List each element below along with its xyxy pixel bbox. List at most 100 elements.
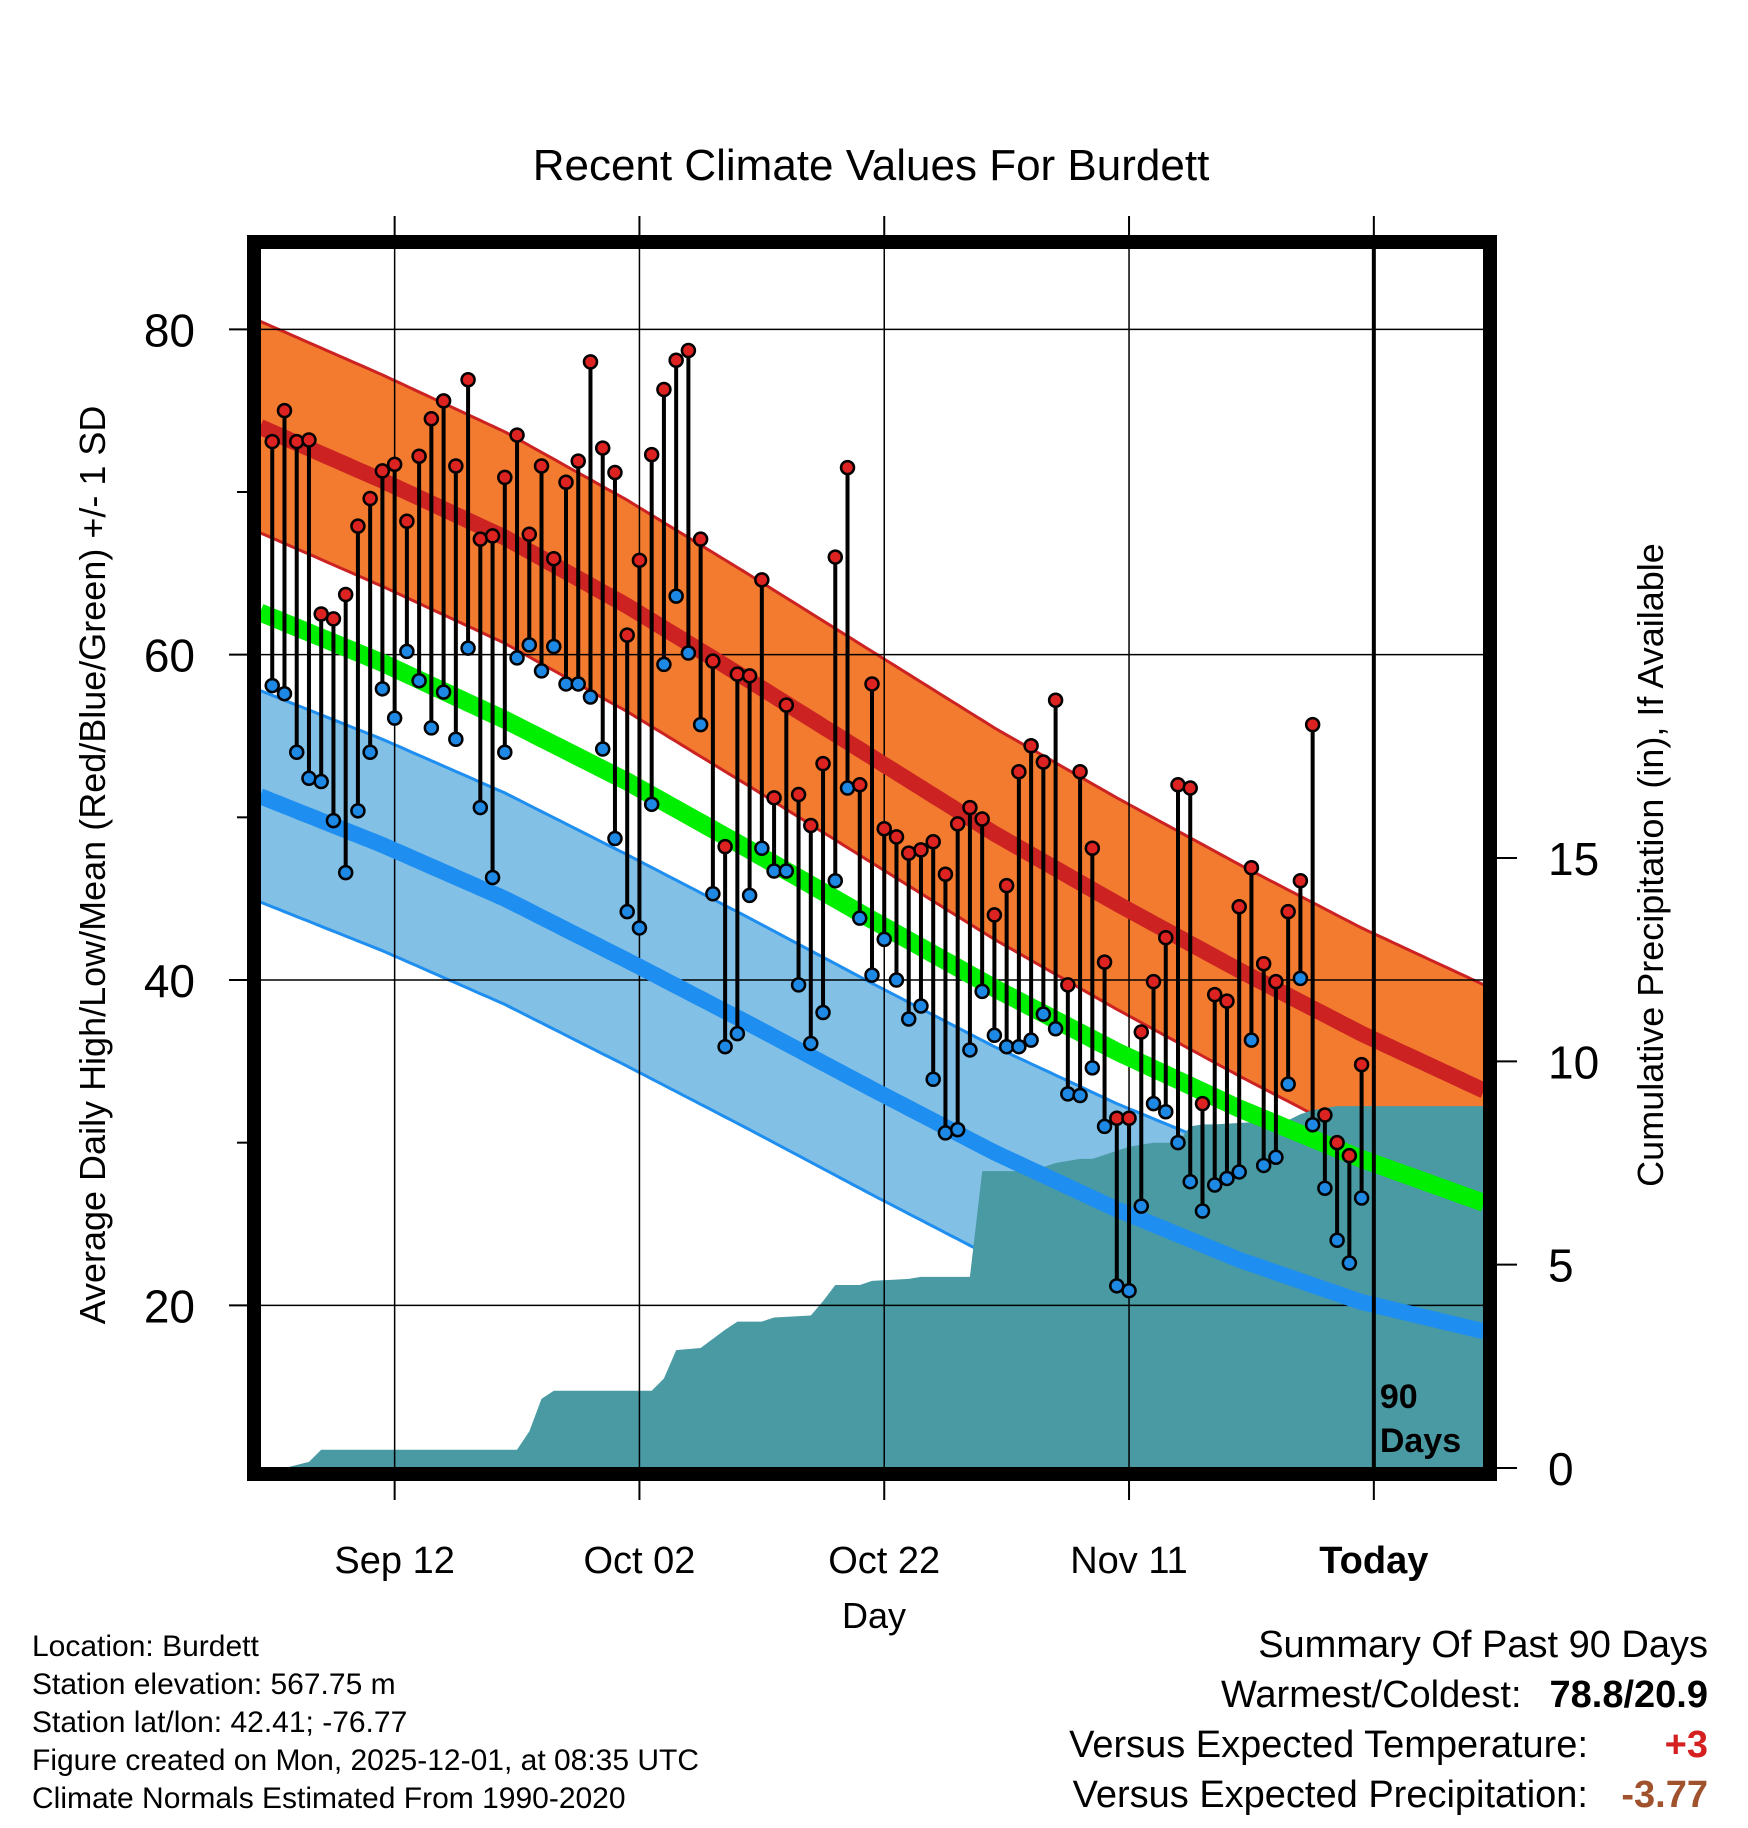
daily-high-point: [631, 552, 648, 569]
daily-high-point: [1243, 860, 1260, 876]
daily-high-point: [827, 549, 844, 565]
daily-high-point: [705, 653, 721, 669]
y2-tick-label: 10: [1548, 1036, 1599, 1088]
daily-high-point: [558, 474, 574, 490]
daily-low-point: [399, 643, 415, 660]
daily-low-point: [913, 998, 929, 1014]
daily-low-point: [705, 886, 721, 902]
daily-low-point: [1231, 1164, 1247, 1180]
daily-high-point: [1280, 903, 1296, 920]
daily-high-point: [754, 572, 770, 588]
daily-low-point: [472, 799, 489, 816]
daily-low-point: [1133, 1198, 1150, 1214]
daily-high-point: [411, 448, 427, 464]
daily-low-point: [423, 720, 440, 736]
info-location: Location: Burdett: [32, 1630, 259, 1663]
daily-high-point: [386, 456, 403, 473]
warm-cold-label: Warmest/Coldest:: [1220, 1674, 1522, 1716]
info-elevation: Station elevation: 567.75 m: [32, 1668, 396, 1701]
daily-high-point: [1047, 692, 1064, 708]
daily-low-point: [1035, 1006, 1052, 1022]
daily-low-point: [790, 977, 807, 993]
daily-high-point: [778, 697, 795, 713]
daily-low-point: [803, 1035, 819, 1052]
daily-low-point: [509, 650, 525, 666]
high-band-upper-edge: [260, 319, 1484, 987]
daily-high-point: [1329, 1134, 1345, 1151]
info-created: Figure created on Mon, 2025-12-01, at 08…: [32, 1744, 700, 1777]
daily-low-point: [1011, 1038, 1027, 1055]
daily-low-point: [643, 796, 660, 813]
precip-value: -3.77: [1621, 1774, 1708, 1816]
plot-frame: [247, 235, 1497, 1481]
daily-high-point: [582, 354, 599, 370]
daily-high-point: [1353, 1056, 1370, 1073]
daily-low-point: [497, 744, 513, 761]
daily-high-point: [460, 372, 476, 388]
daily-low-point: [1219, 1170, 1235, 1187]
daily-low-point: [1096, 1118, 1113, 1135]
daily-low-point: [1145, 1095, 1162, 1112]
daily-low-point: [288, 744, 305, 761]
daily-high-point: [1096, 954, 1113, 970]
daily-high-point: [423, 411, 440, 427]
precip-label: Versus Expected Precipitation:: [1072, 1774, 1588, 1816]
daily-high-point: [925, 833, 941, 850]
daily-high-point: [998, 877, 1015, 894]
daily-high-point: [570, 453, 586, 469]
daily-high-point: [1304, 716, 1321, 733]
daily-low-point: [1170, 1134, 1186, 1151]
daily-low-point: [1292, 970, 1309, 987]
daily-low-point: [1243, 1032, 1260, 1048]
daily-high-point: [472, 531, 489, 547]
daily-low-point: [435, 684, 452, 700]
daily-low-point: [668, 588, 684, 604]
daily-high-point: [1231, 899, 1247, 915]
daily-high-point: [1317, 1107, 1333, 1123]
daily-high-point: [962, 799, 978, 816]
daily-high-point: [937, 866, 954, 883]
daily-high-point: [876, 820, 892, 837]
daily-low-point: [411, 672, 427, 689]
daily-low-point: [888, 972, 905, 988]
daily-low-point: [900, 1011, 917, 1027]
daily-high-point: [1255, 955, 1272, 972]
x-axis-label: Day: [842, 1595, 906, 1636]
daily-high-point: [325, 611, 342, 627]
daily-high-point: [497, 469, 513, 486]
x-tick-label: Today: [1319, 1540, 1428, 1582]
daily-low-point: [570, 676, 586, 692]
daily-high-point: [888, 829, 905, 845]
daily-high-point: [264, 433, 280, 450]
x-tick-label: Nov 11: [1070, 1540, 1188, 1582]
daily-low-point: [276, 685, 293, 702]
daily-low-point: [974, 983, 990, 1000]
daily-low-point: [692, 716, 709, 733]
cumulative-precip-area: [260, 1106, 1484, 1468]
daily-low-point: [986, 1027, 1003, 1044]
y2-tick-label: 5: [1548, 1240, 1574, 1292]
daily-low-point: [1268, 1149, 1284, 1166]
daily-low-point: [1047, 1021, 1064, 1037]
daily-low-point: [656, 656, 672, 673]
daily-low-point: [460, 640, 476, 656]
daily-low-point: [1280, 1076, 1296, 1092]
daily-low-point: [778, 863, 795, 879]
chart-title: Recent Climate Values For Burdett: [533, 141, 1210, 190]
daily-high-point: [839, 459, 856, 476]
daily-high-point: [913, 842, 929, 858]
daily-high-point: [521, 526, 538, 543]
daily-high-point: [1268, 973, 1284, 990]
daily-high-point: [337, 586, 354, 603]
daily-low-point: [1255, 1157, 1272, 1174]
daily-high-point: [448, 458, 464, 474]
daily-low-point: [962, 1042, 978, 1058]
daily-low-point: [1060, 1086, 1076, 1102]
normal-low-line: [260, 788, 1484, 1340]
y2-tick-label: 15: [1548, 833, 1599, 885]
daily-low-point: [680, 645, 697, 661]
daily-high-point: [864, 676, 880, 692]
daily-low-point: [264, 677, 280, 694]
daily-low-point: [876, 931, 892, 948]
daily-low-point: [729, 1025, 746, 1042]
